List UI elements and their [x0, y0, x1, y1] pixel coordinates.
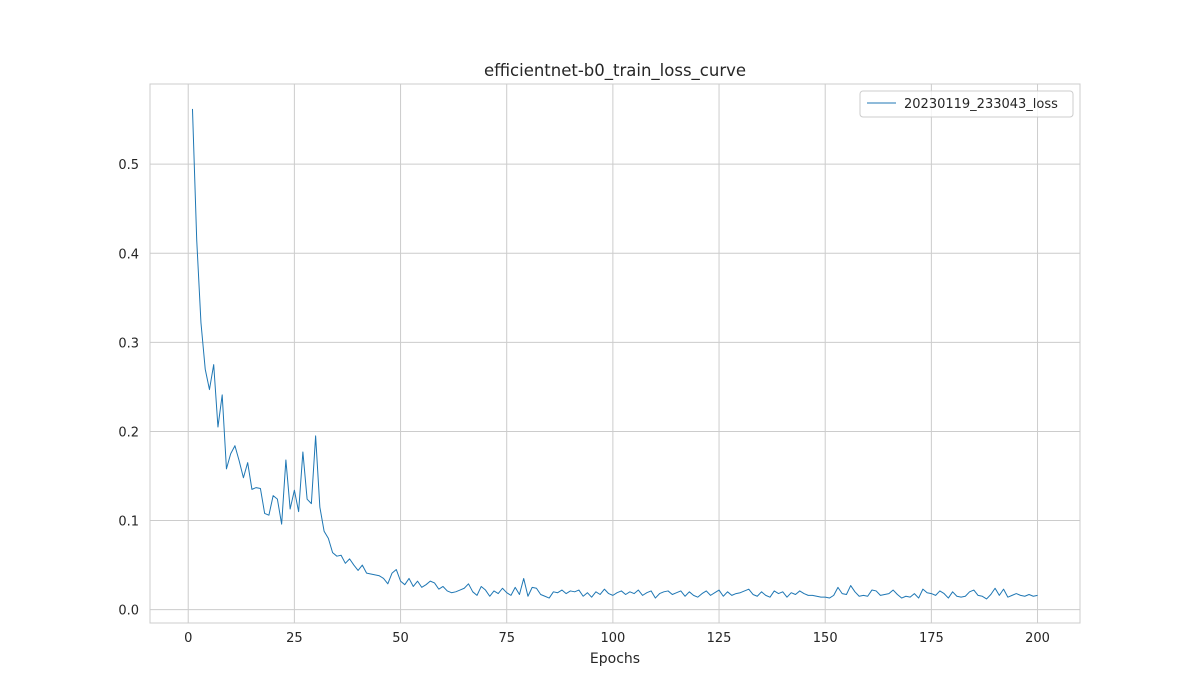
y-tick-label: 0.2 — [118, 425, 139, 440]
x-tick-label: 50 — [392, 631, 409, 646]
x-tick-label: 0 — [184, 631, 192, 646]
x-tick-label: 175 — [919, 631, 944, 646]
series-line-0 — [191, 108, 1038, 600]
y-tick-label: 0.0 — [118, 604, 139, 619]
grid — [150, 84, 1080, 623]
x-tick-label: 150 — [813, 631, 838, 646]
x-tick-label: 75 — [498, 631, 515, 646]
y-tick-label: 0.1 — [118, 515, 139, 530]
plot-frame — [149, 83, 1081, 624]
y-tick-label: 0.3 — [118, 336, 139, 351]
legend-box — [859, 90, 1074, 118]
y-tick-label: 0.4 — [118, 247, 139, 262]
x-tick-label: 100 — [600, 631, 625, 646]
x-tick-label: 125 — [707, 631, 732, 646]
x-tick-label: 25 — [286, 631, 303, 646]
legend-label: 20230119_233043_loss — [904, 97, 1058, 112]
series-layer — [191, 108, 1038, 600]
legend: 20230119_233043_loss — [859, 90, 1074, 118]
y-tick-label: 0.5 — [118, 158, 139, 173]
x-axis-ticks: 0 25 50 75 100 125 150 175 200 — [184, 631, 1050, 646]
chart-title: efficientnet-b0_train_loss_curve — [484, 61, 746, 81]
x-tick-label: 200 — [1025, 631, 1050, 646]
x-axis-label: Epochs — [590, 651, 640, 667]
y-axis-ticks: 0.0 0.1 0.2 0.3 0.4 0.5 — [118, 158, 139, 618]
